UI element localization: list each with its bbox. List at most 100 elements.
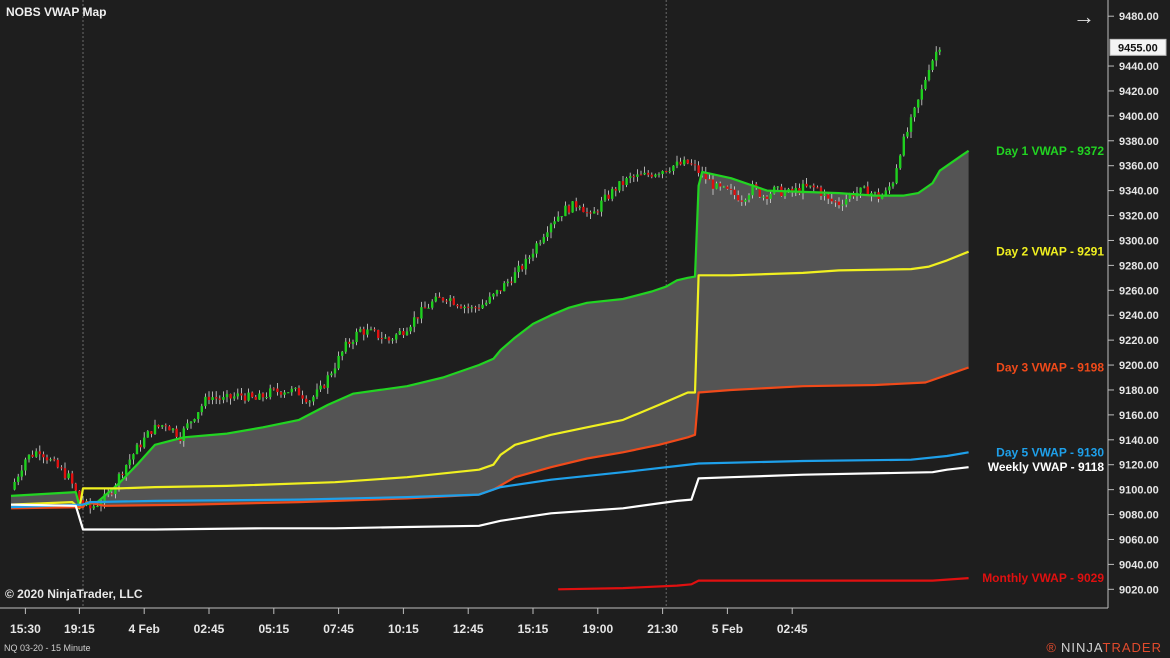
candle-body [265, 396, 268, 398]
candle-body [841, 204, 844, 206]
y-tick-label: 9080.00 [1119, 510, 1159, 522]
candle-body [477, 307, 481, 309]
x-tick-label: 19:00 [582, 622, 613, 636]
candle-body [639, 174, 643, 176]
candle-body [31, 454, 34, 457]
candle-body [805, 183, 808, 187]
candle-body [672, 165, 675, 171]
candle-body [661, 171, 664, 175]
x-tick-label: 4 Feb [129, 622, 160, 636]
x-tick-label: 12:45 [453, 622, 484, 636]
x-tick-label: 10:15 [388, 622, 419, 636]
candle-body [589, 212, 592, 214]
candle-body [27, 454, 31, 460]
candle-body [427, 307, 430, 309]
candle-body [920, 89, 923, 100]
candle-body [261, 393, 265, 398]
candle-body [567, 205, 571, 213]
candle-body [924, 79, 927, 90]
candle-body [229, 394, 232, 399]
y-tick-label: 9180.00 [1119, 385, 1159, 397]
candle-body [240, 393, 243, 396]
candle-body [344, 341, 347, 352]
candle-body [881, 195, 884, 199]
candle-body [571, 201, 574, 213]
candle-body [78, 490, 81, 501]
candle-body [251, 392, 254, 397]
candle-body [643, 172, 646, 175]
candle-body [812, 185, 815, 188]
candle-body [794, 187, 797, 192]
candle-body [495, 290, 499, 294]
candle-body [715, 183, 718, 189]
candle-body [467, 306, 470, 308]
candle-body [603, 194, 607, 201]
candle-body [449, 298, 452, 301]
candle-body [492, 293, 495, 297]
candle-body [333, 368, 337, 374]
candle-body [769, 193, 772, 199]
candle-body [657, 174, 661, 176]
candle-body [621, 181, 625, 185]
vwap-label: Day 5 VWAP - 9130 [996, 445, 1104, 459]
candle-body [17, 476, 20, 482]
candle-body [157, 424, 160, 427]
candle-body [452, 298, 455, 305]
candle-body [330, 373, 333, 376]
candle-body [884, 190, 887, 196]
candle-body [557, 216, 560, 222]
candle-body [150, 431, 153, 435]
last-price-label: 9455.00 [1118, 42, 1158, 54]
candle-body [81, 500, 85, 504]
candle-body [121, 473, 124, 475]
y-tick-label: 9200.00 [1119, 360, 1159, 372]
candle-body [45, 457, 49, 461]
candle-body [481, 304, 484, 309]
candle-body [535, 243, 538, 254]
candle-body [456, 304, 459, 307]
candle-body [513, 272, 517, 283]
candle-body [596, 211, 599, 213]
y-tick-label: 9440.00 [1119, 61, 1159, 73]
candle-body [279, 392, 283, 395]
candle-body [56, 459, 59, 468]
candle-body [539, 242, 542, 244]
candle-body [312, 396, 315, 402]
candle-body [891, 183, 895, 187]
candle-body [683, 159, 686, 165]
candle-body [243, 395, 247, 401]
candle-body [387, 337, 391, 341]
x-tick-label: 15:15 [518, 622, 549, 636]
candle-body [593, 211, 596, 214]
candle-body [704, 172, 707, 180]
candle-body [380, 338, 383, 340]
candle-body [215, 397, 218, 399]
candle-body [913, 107, 916, 118]
candle-body [654, 174, 657, 177]
candle-body [413, 317, 416, 327]
y-tick-label: 9140.00 [1119, 435, 1159, 447]
y-tick-label: 9480.00 [1119, 11, 1159, 23]
y-tick-label: 9040.00 [1119, 559, 1159, 571]
candle-body [722, 186, 725, 188]
arrow-right-icon[interactable]: → [1073, 4, 1095, 29]
candle-body [153, 424, 157, 435]
candle-body [686, 159, 689, 164]
candle-body [287, 392, 290, 394]
candle-body [258, 393, 261, 400]
y-tick-label: 9160.00 [1119, 410, 1159, 422]
y-tick-label: 9320.00 [1119, 211, 1159, 223]
candle-body [409, 326, 412, 332]
last-price-box [1109, 38, 1167, 56]
time-axis[interactable]: 15:30 19:15 4 Feb 02:45 05:15 07:45 10:15 12:45… [0, 607, 1108, 636]
candle-body [200, 406, 203, 413]
candle-body [359, 329, 362, 332]
candle-body [927, 70, 931, 80]
candle-body [693, 164, 697, 166]
candle-body [747, 195, 751, 200]
candle-body [863, 186, 866, 188]
price-axis[interactable]: 9480.00 9440.00 9420.00 9400.00 9380.00 9360.… [1107, 0, 1167, 608]
candle-body [171, 428, 175, 431]
candle-body [524, 258, 527, 270]
candle-body [740, 200, 743, 202]
